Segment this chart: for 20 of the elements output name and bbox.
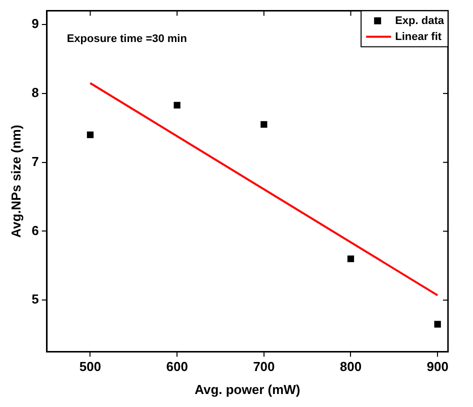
y-tick-label: 6 (32, 222, 39, 238)
point (434, 320, 441, 328)
x-tick-label: 700 (253, 359, 275, 374)
annotation: Exposure time =30 min (66, 32, 188, 45)
legend-label: Linear fit (395, 30, 442, 43)
x-tick-label: 600 (166, 359, 188, 374)
point (260, 121, 268, 128)
x-axis-title: Avg. power (mW) (194, 382, 300, 397)
y-tick-label: 8 (32, 85, 39, 100)
y-tick-label: 7 (32, 154, 39, 169)
y-axis-title: Avg.NPs size (nm) (8, 124, 24, 238)
x-tick-label: 900 (426, 359, 448, 374)
x-tick-label: 500 (79, 359, 102, 374)
y-tick-label: 9 (32, 16, 39, 32)
y-tick-label: 5 (32, 292, 39, 307)
legend-label: Exp. data (395, 14, 445, 27)
point (174, 102, 180, 109)
point (347, 255, 354, 262)
point (86, 131, 94, 138)
x-tick-label: 800 (340, 359, 362, 374)
